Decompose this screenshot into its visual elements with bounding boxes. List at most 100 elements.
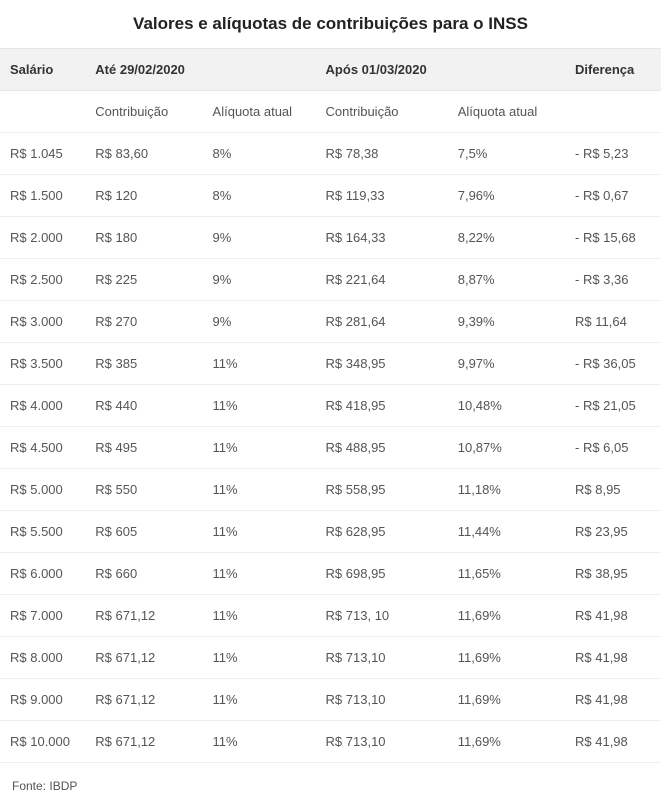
table-row: R$ 4.000R$ 44011%R$ 418,9510,48%- R$ 21,… — [0, 385, 661, 427]
cell: R$ 3.000 — [0, 301, 85, 343]
cell: R$ 2.000 — [0, 217, 85, 259]
table-row: R$ 9.000R$ 671,1211%R$ 713,1011,69%R$ 41… — [0, 679, 661, 721]
cell: - R$ 3,36 — [565, 259, 661, 301]
table-row: R$ 10.000R$ 671,1211%R$ 713,1011,69%R$ 4… — [0, 721, 661, 763]
cell: R$ 41,98 — [565, 721, 661, 763]
cell: 11% — [203, 595, 316, 637]
cell: R$ 671,12 — [85, 721, 202, 763]
table-row: R$ 4.500R$ 49511%R$ 488,9510,87%- R$ 6,0… — [0, 427, 661, 469]
cell: R$ 6.000 — [0, 553, 85, 595]
cell: 11,69% — [448, 721, 565, 763]
sub-aliq1: Alíquota atual — [203, 91, 316, 133]
col-blank2-header — [448, 49, 565, 91]
cell: 11% — [203, 679, 316, 721]
cell: 9,97% — [448, 343, 565, 385]
cell: 7,5% — [448, 133, 565, 175]
cell: R$ 1.045 — [0, 133, 85, 175]
sub-contrib2: Contribuição — [316, 91, 448, 133]
cell: R$ 38,95 — [565, 553, 661, 595]
cell: R$ 41,98 — [565, 637, 661, 679]
cell: - R$ 21,05 — [565, 385, 661, 427]
cell: R$ 4.000 — [0, 385, 85, 427]
table-row: R$ 7.000R$ 671,1211%R$ 713, 1011,69%R$ 4… — [0, 595, 661, 637]
cell: 11,65% — [448, 553, 565, 595]
cell: 11,44% — [448, 511, 565, 553]
cell: R$ 550 — [85, 469, 202, 511]
cell: R$ 11,64 — [565, 301, 661, 343]
cell: R$ 180 — [85, 217, 202, 259]
cell: 10,48% — [448, 385, 565, 427]
cell: 11% — [203, 343, 316, 385]
col-diff-header: Diferença — [565, 49, 661, 91]
cell: 11% — [203, 637, 316, 679]
table-row: R$ 2.000R$ 1809%R$ 164,338,22%- R$ 15,68 — [0, 217, 661, 259]
cell: R$ 2.500 — [0, 259, 85, 301]
cell: R$ 119,33 — [316, 175, 448, 217]
cell: 11% — [203, 427, 316, 469]
cell: R$ 8.000 — [0, 637, 85, 679]
table-row: R$ 6.000R$ 66011%R$ 698,9511,65%R$ 38,95 — [0, 553, 661, 595]
cell: R$ 385 — [85, 343, 202, 385]
header-row-main: Salário Até 29/02/2020 Após 01/03/2020 D… — [0, 49, 661, 91]
cell: 8% — [203, 133, 316, 175]
cell: R$ 225 — [85, 259, 202, 301]
sub-blank5 — [565, 91, 661, 133]
cell: 7,96% — [448, 175, 565, 217]
col-apos-header: Após 01/03/2020 — [316, 49, 448, 91]
cell: R$ 3.500 — [0, 343, 85, 385]
cell: - R$ 15,68 — [565, 217, 661, 259]
cell: R$ 7.000 — [0, 595, 85, 637]
footnote: Fonte: IBDP — [0, 763, 661, 809]
cell: 9,39% — [448, 301, 565, 343]
cell: R$ 10.000 — [0, 721, 85, 763]
cell: R$ 348,95 — [316, 343, 448, 385]
cell: 11,69% — [448, 679, 565, 721]
cell: R$ 270 — [85, 301, 202, 343]
cell: R$ 41,98 — [565, 595, 661, 637]
cell: R$ 558,95 — [316, 469, 448, 511]
cell: 9% — [203, 301, 316, 343]
cell: 11% — [203, 553, 316, 595]
cell: 8,87% — [448, 259, 565, 301]
cell: 8,22% — [448, 217, 565, 259]
cell: R$ 164,33 — [316, 217, 448, 259]
cell: - R$ 5,23 — [565, 133, 661, 175]
cell: R$ 120 — [85, 175, 202, 217]
cell: R$ 5.000 — [0, 469, 85, 511]
cell: R$ 671,12 — [85, 637, 202, 679]
table-container: Valores e alíquotas de contribuições par… — [0, 0, 661, 809]
cell: R$ 713,10 — [316, 721, 448, 763]
cell: 11,18% — [448, 469, 565, 511]
cell: - R$ 36,05 — [565, 343, 661, 385]
table-row: R$ 5.000R$ 55011%R$ 558,9511,18%R$ 8,95 — [0, 469, 661, 511]
cell: R$ 713, 10 — [316, 595, 448, 637]
cell: R$ 418,95 — [316, 385, 448, 427]
cell: R$ 23,95 — [565, 511, 661, 553]
cell: - R$ 0,67 — [565, 175, 661, 217]
table-row: R$ 3.500R$ 38511%R$ 348,959,97%- R$ 36,0… — [0, 343, 661, 385]
cell: R$ 671,12 — [85, 679, 202, 721]
table-row: R$ 3.000R$ 2709%R$ 281,649,39%R$ 11,64 — [0, 301, 661, 343]
cell: R$ 671,12 — [85, 595, 202, 637]
cell: R$ 78,38 — [316, 133, 448, 175]
cell: R$ 41,98 — [565, 679, 661, 721]
cell: 11,69% — [448, 637, 565, 679]
cell: 11% — [203, 385, 316, 427]
cell: R$ 4.500 — [0, 427, 85, 469]
cell: 11% — [203, 469, 316, 511]
cell: 10,87% — [448, 427, 565, 469]
cell: R$ 5.500 — [0, 511, 85, 553]
cell: 11% — [203, 511, 316, 553]
sub-aliq2: Alíquota atual — [448, 91, 565, 133]
inss-table: Salário Até 29/02/2020 Após 01/03/2020 D… — [0, 49, 661, 763]
cell: 8% — [203, 175, 316, 217]
cell: R$ 713,10 — [316, 637, 448, 679]
cell: R$ 488,95 — [316, 427, 448, 469]
table-row: R$ 8.000R$ 671,1211%R$ 713,1011,69%R$ 41… — [0, 637, 661, 679]
cell: R$ 1.500 — [0, 175, 85, 217]
table-row: R$ 1.500R$ 1208%R$ 119,337,96%- R$ 0,67 — [0, 175, 661, 217]
col-ate-header: Até 29/02/2020 — [85, 49, 202, 91]
col-blank1-header — [203, 49, 316, 91]
table-row: R$ 2.500R$ 2259%R$ 221,648,87%- R$ 3,36 — [0, 259, 661, 301]
cell: R$ 8,95 — [565, 469, 661, 511]
